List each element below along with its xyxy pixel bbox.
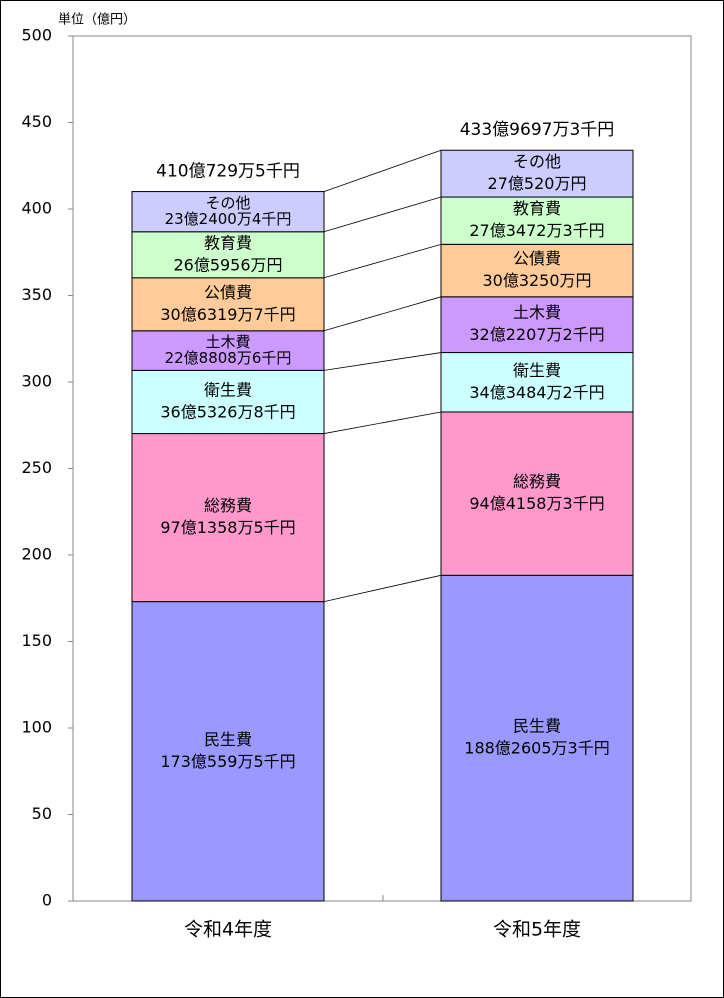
segment-value: 173億559万5千円	[160, 752, 295, 771]
segment-name: 民生費	[204, 730, 252, 749]
y-tick-label: 400	[21, 199, 52, 218]
bar-segment	[440, 243, 634, 298]
segment-name: 総務費	[204, 496, 252, 515]
total-label: 433億9697万3千円	[460, 120, 615, 140]
bar-segment	[131, 433, 325, 603]
y-tick-label: 50	[32, 804, 52, 823]
segment-name: その他	[205, 194, 250, 212]
segment-name: 土木費	[205, 333, 250, 351]
segment-name: 土木費	[513, 303, 561, 322]
segment-value: 30億6319万7千円	[160, 305, 295, 324]
y-tick-label: 350	[21, 285, 52, 304]
segment-value: 23億2400万4千円	[165, 210, 292, 228]
segment-name: その他	[513, 152, 561, 171]
segment-value: 34億3484万2千円	[469, 383, 604, 402]
y-tick-label: 500	[21, 26, 52, 45]
bar-segment	[440, 411, 634, 576]
x-tick-label: 令和5年度	[493, 919, 581, 941]
connector-line	[323, 196, 442, 233]
segment-value: 97億1358万5千円	[160, 518, 295, 537]
segment-name: 公債費	[513, 249, 561, 268]
segment-value: 188億2605万3千円	[464, 739, 609, 758]
connector-line	[323, 243, 442, 279]
segment-value: 94億4158万3千円	[469, 494, 604, 513]
segment-name: 教育費	[204, 233, 252, 252]
unit-label: 単位（億円）	[58, 12, 136, 28]
y-tick-label: 200	[21, 545, 52, 564]
segment-name: 公債費	[204, 283, 252, 302]
y-tick-label: 0	[42, 891, 52, 910]
segment-value: 36億5326万8千円	[160, 402, 295, 421]
bar-segment	[440, 574, 634, 902]
segment-name: 総務費	[513, 472, 561, 491]
segment-value: 22億8808万6千円	[165, 349, 292, 367]
segment-name: 衛生費	[204, 380, 252, 399]
connector-line	[323, 352, 442, 371]
segment-value: 32億2207万2千円	[469, 325, 604, 344]
connector-line	[323, 574, 442, 603]
connector-line	[323, 296, 442, 332]
segment-value: 27億520万円	[488, 174, 587, 193]
bar-segment	[440, 352, 634, 413]
bar-segment	[131, 369, 325, 435]
y-tick-label: 250	[21, 458, 52, 477]
bar-segment	[131, 191, 325, 233]
connector-line	[323, 411, 442, 434]
y-tick-label: 150	[21, 631, 52, 650]
segment-value: 26億5956万円	[173, 255, 282, 274]
segment-name: 民生費	[513, 717, 561, 736]
y-tick-label: 100	[21, 718, 52, 737]
segment-value: 27億3472万3千円	[469, 221, 604, 240]
y-tick-label: 450	[21, 112, 52, 131]
bar-segment	[131, 277, 325, 332]
bar-segment	[131, 330, 325, 371]
segment-name: 衛生費	[513, 361, 561, 380]
x-tick-label: 令和4年度	[184, 919, 272, 941]
segment-name: 教育費	[513, 199, 561, 218]
total-label: 410億729万5千円	[156, 162, 300, 182]
segment-value: 30億3250万円	[482, 271, 591, 290]
bar-segment	[440, 149, 634, 198]
bar-segment	[131, 601, 325, 902]
connector-line	[323, 149, 442, 192]
y-tick-label: 300	[21, 372, 52, 391]
